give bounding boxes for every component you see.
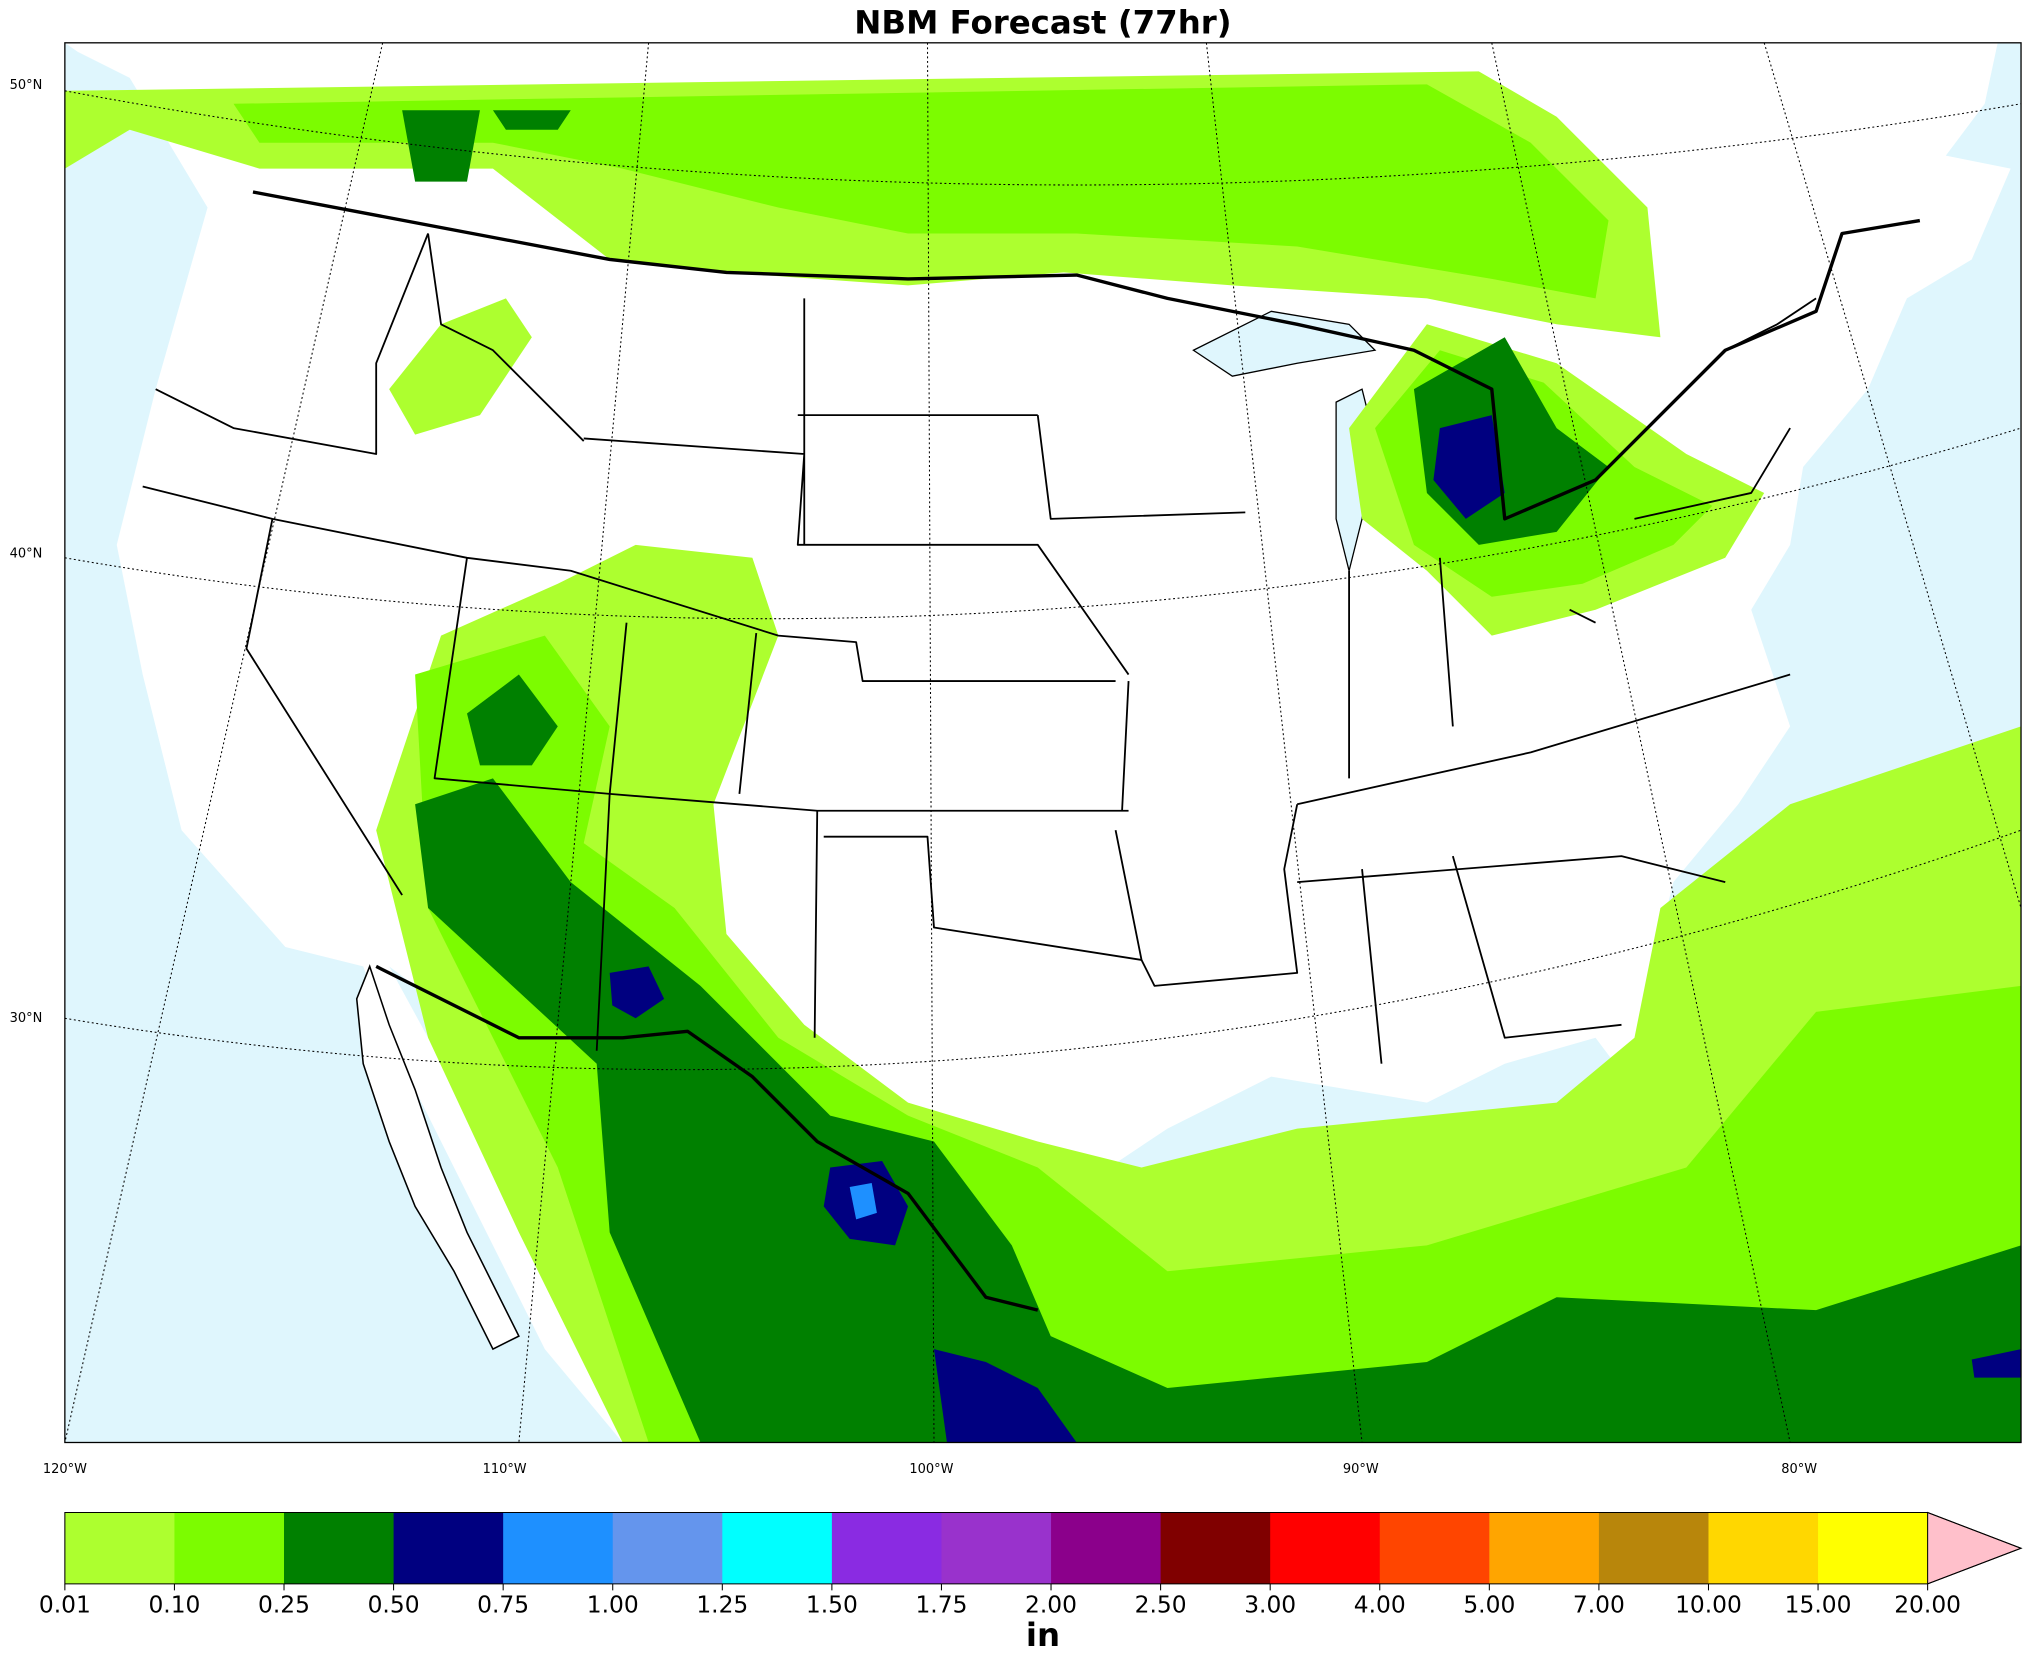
colorbar-bin	[1160, 1512, 1271, 1584]
colorbar-tick-label: 1.50	[806, 1590, 858, 1618]
precip-fields	[64, 71, 2022, 1443]
lon-label: 80°W	[1781, 1462, 1817, 1477]
map-area	[64, 42, 2022, 1443]
colorbar-tick-label: 2.00	[1025, 1590, 1077, 1618]
colorbar-bin	[64, 1512, 175, 1584]
colorbar-bin	[503, 1512, 614, 1584]
colorbar-bin	[1489, 1512, 1600, 1584]
lon-labels: 120°W 110°W 100°W 90°W 80°W	[43, 1462, 1817, 1477]
colorbar-tick-label: 20.00	[1894, 1590, 1961, 1618]
colorbar-tick-label: 5.00	[1463, 1590, 1515, 1618]
colorbar-tick-label: 0.75	[477, 1590, 529, 1618]
colorbar-bin	[1598, 1512, 1709, 1584]
baja-peninsula	[355, 964, 520, 1351]
lon-label: 120°W	[43, 1462, 87, 1477]
colorbar-bin	[174, 1512, 285, 1584]
lon-label: 90°W	[1343, 1462, 1379, 1477]
colorbar-tick-label: 4.00	[1354, 1590, 1406, 1618]
graticule	[64, 42, 2022, 1443]
colorbar-bin	[1708, 1512, 1819, 1584]
colorbar-tick-label: 7.00	[1573, 1590, 1625, 1618]
title: NBM Forecast (77hr)	[854, 4, 1231, 42]
colorbar-bin	[722, 1512, 833, 1584]
lat-label: 30°N	[10, 1011, 43, 1026]
lon-label: 100°W	[909, 1462, 953, 1477]
colorbar-tick-label: 1.25	[696, 1590, 748, 1618]
lat-label: 50°N	[10, 78, 43, 93]
borders	[142, 190, 1921, 1312]
colorbar-tick-label: 2.50	[1135, 1590, 1187, 1618]
colorbar-bin	[284, 1512, 394, 1584]
colorbar-tick-label: 3.00	[1244, 1590, 1296, 1618]
colorbar-bin	[1379, 1512, 1490, 1584]
colorbar: 0.01 0.10 0.25 0.50 0.75 1.00 1.25 1.50 1.75 2.00…	[39, 1511, 2023, 1618]
colorbar-bin	[831, 1512, 942, 1584]
colorbar-tick-label: 1.75	[915, 1590, 967, 1618]
colorbar-tick-label: 0.01	[39, 1590, 91, 1618]
map-frame	[64, 42, 2022, 1444]
lake-superior	[1192, 310, 1377, 377]
colorbar-extend	[1927, 1511, 2023, 1585]
colorbar-bin	[1270, 1512, 1381, 1584]
colorbar-bin	[941, 1512, 1052, 1584]
colorbar-tick-label: 0.50	[368, 1590, 420, 1618]
colorbar-tick-label: 0.10	[148, 1590, 200, 1618]
lat-labels: 50°N 40°N 30°N	[10, 78, 43, 1026]
colorbar-bin	[612, 1512, 723, 1584]
colorbar-tick-label: 10.00	[1675, 1590, 1742, 1618]
colorbar-label: in	[1026, 1616, 1060, 1654]
colorbar-outline	[64, 1512, 2023, 1585]
colorbar-tick-label: 0.25	[258, 1590, 310, 1618]
lat-label: 40°N	[10, 546, 43, 561]
colorbar-tick-label: 1.00	[587, 1590, 639, 1618]
colorbar-bin	[1051, 1512, 1161, 1584]
colorbar-bin	[393, 1512, 504, 1584]
colorbar-tick-label: 15.00	[1785, 1590, 1852, 1618]
lon-label: 110°W	[483, 1462, 527, 1477]
colorbar-bin	[1818, 1512, 1929, 1584]
